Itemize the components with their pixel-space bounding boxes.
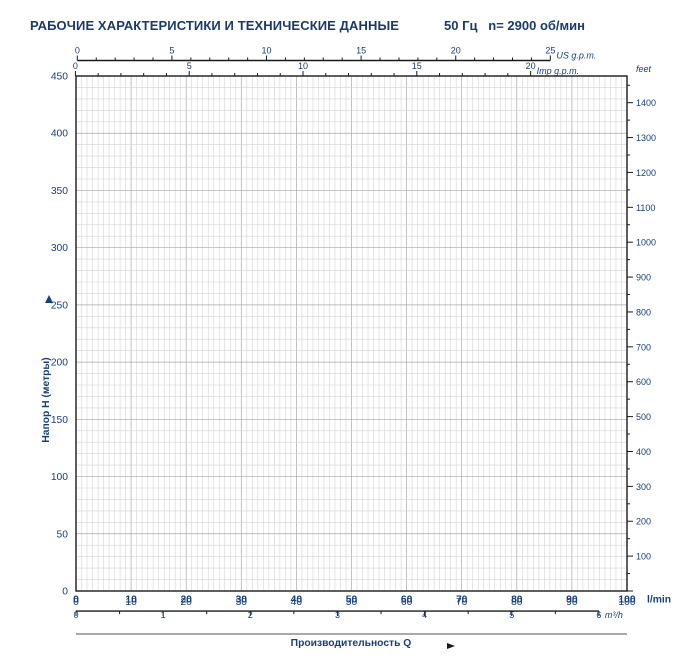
svg-text:feet: feet: [636, 64, 652, 74]
svg-text:700: 700: [636, 342, 651, 352]
svg-text:400: 400: [51, 129, 68, 140]
svg-text:0: 0: [73, 610, 78, 620]
svg-text:20: 20: [451, 46, 461, 56]
svg-text:1200: 1200: [636, 168, 656, 178]
svg-text:Imp g.p.m.: Imp g.p.m.: [537, 66, 580, 76]
svg-text:10: 10: [298, 61, 308, 71]
svg-text:Производительность Q: Производительность Q: [291, 638, 412, 649]
svg-text:1000: 1000: [636, 238, 656, 248]
svg-text:Напор Н (метры): Напор Н (метры): [41, 357, 52, 442]
svg-text:0: 0: [73, 594, 79, 605]
svg-text:m³/h: m³/h: [605, 610, 623, 620]
svg-text:5: 5: [169, 46, 174, 56]
svg-text:l/min: l/min: [647, 594, 671, 605]
svg-text:10: 10: [262, 46, 272, 56]
svg-text:40: 40: [291, 594, 303, 605]
svg-text:100: 100: [636, 552, 651, 562]
svg-text:90: 90: [566, 594, 578, 605]
svg-text:1400: 1400: [636, 98, 656, 108]
svg-text:20: 20: [526, 61, 536, 71]
svg-text:3: 3: [335, 610, 340, 620]
svg-text:100: 100: [618, 594, 635, 605]
svg-text:25: 25: [545, 46, 555, 56]
svg-text:4: 4: [422, 610, 427, 620]
svg-text:50: 50: [57, 529, 69, 540]
svg-text:500: 500: [636, 412, 651, 422]
svg-text:450: 450: [51, 72, 68, 83]
svg-text:20: 20: [180, 594, 192, 605]
svg-text:800: 800: [636, 307, 651, 317]
svg-text:350: 350: [51, 186, 68, 197]
svg-text:200: 200: [51, 358, 68, 369]
svg-text:900: 900: [636, 273, 651, 283]
svg-text:US g.p.m.: US g.p.m.: [556, 51, 596, 61]
svg-text:60: 60: [401, 594, 413, 605]
svg-text:2: 2: [248, 610, 253, 620]
svg-text:0: 0: [73, 61, 78, 71]
svg-text:10: 10: [125, 594, 137, 605]
svg-text:5: 5: [509, 610, 514, 620]
svg-text:70: 70: [456, 594, 468, 605]
svg-text:150: 150: [51, 415, 68, 426]
svg-text:80: 80: [511, 594, 523, 605]
svg-text:0: 0: [75, 46, 80, 56]
svg-text:1300: 1300: [636, 133, 656, 143]
svg-text:200: 200: [636, 517, 651, 527]
svg-text:600: 600: [636, 377, 651, 387]
svg-text:6: 6: [596, 610, 601, 620]
svg-text:100: 100: [51, 472, 68, 483]
svg-text:5: 5: [187, 61, 192, 71]
svg-text:1: 1: [161, 610, 166, 620]
svg-text:250: 250: [51, 300, 68, 311]
svg-text:50: 50: [346, 594, 358, 605]
svg-text:300: 300: [51, 243, 68, 254]
svg-text:30: 30: [236, 594, 248, 605]
svg-text:400: 400: [636, 447, 651, 457]
svg-text:15: 15: [412, 61, 422, 71]
svg-text:1100: 1100: [636, 203, 655, 213]
svg-text:0: 0: [62, 587, 68, 598]
svg-text:300: 300: [636, 482, 651, 492]
svg-text:15: 15: [356, 46, 366, 56]
